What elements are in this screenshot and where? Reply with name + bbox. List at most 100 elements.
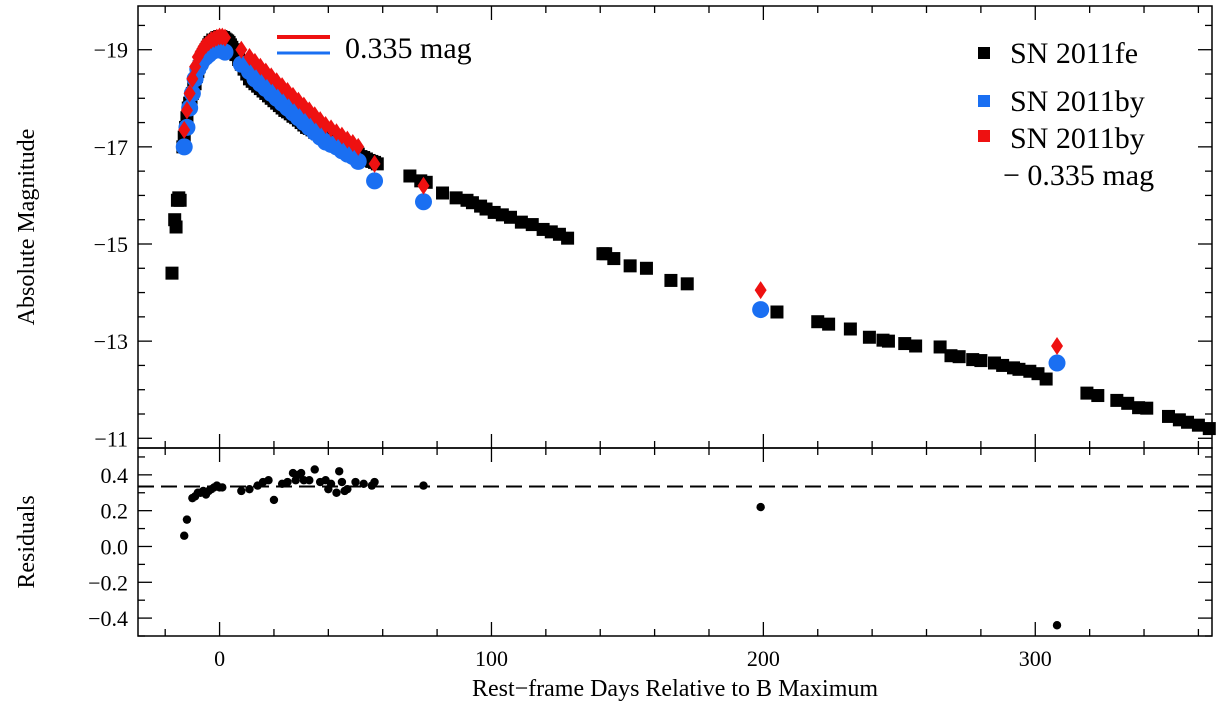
sn2011by-shifted-point (219, 28, 232, 47)
sn2011fe-point (169, 220, 183, 234)
sn2011fe-point (607, 252, 621, 266)
sn2011fe-point (664, 273, 678, 287)
legend-marker-sn2011by-shifted (978, 130, 990, 142)
bottom-plot-frame (137, 447, 1213, 637)
sn2011fe-point (449, 191, 463, 205)
sn2011fe-point (623, 259, 637, 273)
sn2011by-point (175, 138, 193, 156)
legend-label-sn2011by: SN 2011by (1010, 85, 1145, 118)
bottom-y-axis-title: Residuals (14, 495, 40, 588)
sn2011fe-point (862, 330, 876, 344)
residual-point (182, 515, 192, 524)
sn2011fe-point (1039, 372, 1053, 386)
sn2011fe-point (1202, 422, 1216, 436)
sn2011by-point (216, 43, 234, 61)
bottom-y-tick-labels: 0.4 0.2 0.0 −0.2 −0.4 (88, 463, 128, 631)
sn2011by-shifted-point (754, 281, 767, 300)
sn2011fe-point (811, 315, 825, 329)
bottom-x-tick-labels: 0 100 200 300 (214, 646, 1052, 671)
residual-point (419, 481, 428, 490)
residual-point (756, 502, 765, 512)
sn2011fe-point (996, 358, 1010, 372)
sn2011fe-point (1012, 362, 1026, 376)
y-tick-label: −11 (94, 426, 128, 451)
sn2011by-shifted-point (368, 154, 381, 173)
y-tick-label: −17 (94, 135, 128, 160)
x-tick-label: 100 (475, 646, 508, 671)
residual-point (269, 495, 279, 505)
residual-point (332, 488, 341, 497)
sn2011by-point (366, 172, 384, 190)
legend-label-sn2011fe: SN 2011fe (1010, 37, 1138, 70)
sn2011fe-point (1181, 415, 1195, 429)
sn2011fe-point (436, 186, 450, 200)
sn2011by-point (1048, 354, 1066, 372)
y-tick-label: −13 (94, 329, 128, 354)
legend-label-sn2011by-shifted-line2: − 0.335 mag (1003, 159, 1154, 192)
y-tick-label: 0.2 (101, 499, 129, 524)
top-y-tick-labels: −19 −17 −15 −13 −11 (94, 38, 128, 452)
y-tick-label: −15 (94, 232, 128, 257)
sn2011fe-point (173, 193, 187, 207)
legend: SN 2011fe SN 2011by SN 2011by − 0.335 ma… (978, 37, 1154, 192)
scale-annotation: 0.335 mag (277, 32, 472, 65)
sn2011by-point (349, 152, 367, 170)
sn2011fe-point (1121, 396, 1135, 410)
sn2011by-shifted-point (352, 137, 365, 156)
sn2011fe-point (639, 261, 653, 275)
sn2011fe-point (165, 266, 179, 280)
residual-point (370, 477, 379, 487)
sn2011fe-point (1091, 389, 1105, 403)
sn2011by-shifted-point (178, 120, 191, 139)
top-y-axis-title: Absolute Magnitude (14, 129, 40, 326)
sn2011fe-point (909, 339, 923, 353)
residual-point (343, 484, 352, 494)
x-axis-title: Rest−frame Days Relative to B Maximum (472, 676, 878, 702)
sn2011fe-point (504, 210, 518, 224)
top-plot-marks (165, 27, 1216, 436)
sn2011fe-point (952, 350, 966, 364)
residual-point (283, 477, 292, 487)
residual-point (264, 476, 273, 485)
sn2011fe-point (403, 169, 417, 183)
x-tick-label: 200 (747, 646, 780, 671)
sn2011by-shifted-point (1051, 337, 1064, 355)
y-tick-label: −19 (94, 38, 128, 63)
residual-point (337, 477, 347, 487)
residual-point (326, 479, 336, 489)
sn2011fe-point (933, 340, 947, 354)
sn2011fe-point (770, 305, 784, 319)
residual-point (1052, 621, 1062, 630)
sn2011fe-point (843, 322, 857, 336)
sn2011fe-point (1140, 401, 1154, 415)
y-tick-label: 0.0 (101, 534, 129, 559)
sn2011fe-point (1080, 386, 1094, 400)
top-axis-ticks (138, 6, 1212, 448)
top-panel: −19 −17 −15 −13 −11 Absolute Magnitude 0.335… (14, 5, 1216, 452)
sn2011fe-point (1161, 409, 1175, 423)
residual-point (245, 484, 254, 494)
sn2011by-point (752, 301, 770, 319)
bottom-panel: 0.4 0.2 0.0 −0.2 −0.4 0 100 200 300 Residuals R… (14, 447, 1213, 702)
sn2011fe-point (514, 215, 528, 229)
sn2011by-point (414, 193, 432, 211)
y-tick-label: −0.4 (88, 606, 128, 631)
sn2011by-shifted-point (235, 40, 248, 59)
residual-point (296, 468, 306, 478)
y-tick-label: −0.2 (88, 570, 128, 595)
residual-point (359, 479, 368, 489)
sn2011by-shifted-point (180, 101, 193, 120)
legend-marker-sn2011by (978, 95, 990, 107)
x-tick-label: 0 (214, 646, 225, 671)
residual-point (305, 476, 314, 485)
residual-point (335, 467, 344, 476)
sn2011fe-point (881, 334, 895, 348)
sn2011fe-point (822, 317, 836, 331)
annotation-label: 0.335 mag (345, 32, 472, 65)
sn2011by-shifted-point (183, 84, 196, 103)
residual-point (310, 465, 319, 474)
residual-point (218, 483, 227, 492)
sn2011fe-point (561, 231, 575, 245)
residual-point (351, 477, 360, 487)
